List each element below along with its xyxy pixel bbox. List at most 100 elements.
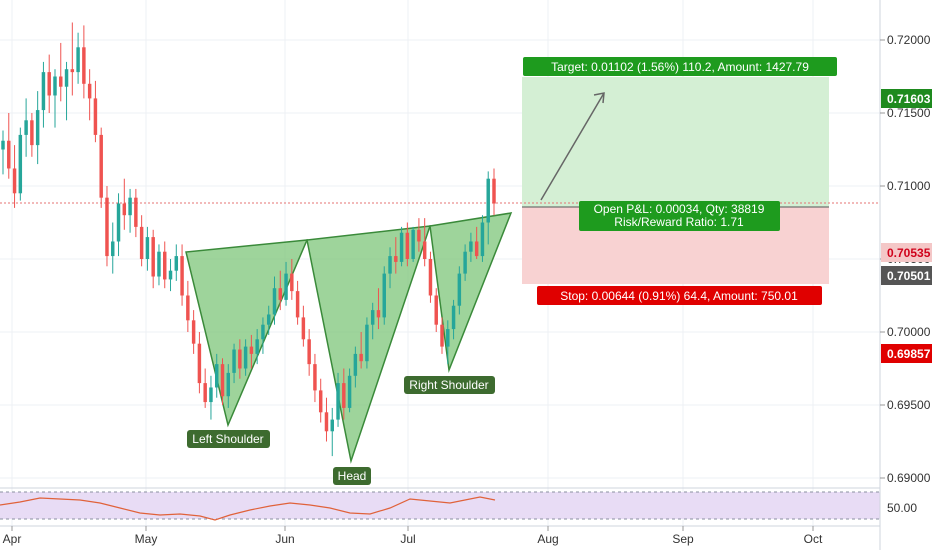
- candle-body: [284, 273, 288, 300]
- candle-body: [336, 383, 340, 420]
- candle: [220, 358, 225, 405]
- candle-body: [134, 197, 138, 227]
- candle-body: [457, 273, 462, 306]
- price-marker-label: 0.70535: [887, 246, 931, 260]
- candle-body: [370, 310, 375, 325]
- candle-body: [18, 134, 23, 194]
- candle: [82, 25, 86, 99]
- candle-body: [145, 237, 150, 259]
- candle-body: [157, 251, 161, 277]
- price-axis[interactable]: 0.720000.715000.710000.705000.700000.695…: [880, 33, 931, 485]
- target-zone[interactable]: [522, 77, 829, 207]
- candle: [411, 226, 415, 262]
- candle-body: [342, 383, 346, 408]
- time-axis[interactable]: Apr May Jun Jul Aug Sep Oct: [3, 526, 823, 546]
- svg-text:Right Shoulder: Right Shoulder: [409, 378, 488, 392]
- left-shoulder-triangle[interactable]: [185, 239, 309, 428]
- svg-text:Open P&L: 0.00034, Qty: 38819: Open P&L: 0.00034, Qty: 38819: [594, 202, 765, 216]
- svg-text:Risk/Reward Ratio: 1.71: Risk/Reward Ratio: 1.71: [614, 215, 744, 229]
- candle: [434, 288, 438, 332]
- candle: [313, 353, 317, 403]
- price-marker: 0.70535: [881, 243, 932, 262]
- candle: [128, 188, 132, 233]
- candle-body: [290, 273, 294, 292]
- candle: [382, 266, 386, 325]
- candle: [440, 317, 444, 354]
- stop-label: Stop: 0.00644 (0.91%) 64.4, Amount: 750.…: [537, 286, 822, 305]
- candle: [342, 368, 346, 420]
- candle: [376, 288, 381, 330]
- price-marker-label: 0.71603: [887, 92, 931, 106]
- time-tick-label: Apr: [3, 532, 22, 546]
- price-tick-label: 0.72000: [887, 33, 931, 47]
- candle-body: [330, 419, 334, 432]
- candle: [255, 329, 259, 365]
- candle: [70, 22, 75, 96]
- candle: [457, 266, 462, 315]
- projection-arrow: [540, 92, 605, 201]
- candle: [59, 42, 63, 102]
- candle-body: [47, 72, 51, 96]
- oscillator-band: [0, 492, 880, 519]
- candle-body: [180, 256, 184, 296]
- price-markers: 0.71603 0.70535 0.70501 0.69857: [881, 89, 932, 363]
- candle-body: [388, 256, 392, 274]
- candle: [249, 334, 254, 369]
- oscillator-axis: 50.00: [887, 501, 917, 515]
- candle-body: [359, 353, 363, 362]
- candle: [295, 280, 300, 325]
- candle-body: [249, 346, 254, 354]
- candle-body: [93, 98, 98, 135]
- candle: [330, 407, 334, 457]
- candle: [157, 244, 161, 286]
- candle-body: [382, 273, 386, 318]
- candle: [186, 280, 190, 332]
- price-marker: 0.69857: [881, 344, 932, 363]
- candle: [405, 222, 410, 267]
- candle-body: [122, 203, 127, 216]
- candle-body: [451, 305, 456, 330]
- candle-body: [347, 375, 352, 408]
- candle: [180, 244, 184, 306]
- svg-text:Left Shoulder: Left Shoulder: [192, 432, 263, 446]
- candle-body: [463, 251, 467, 274]
- head-label: Head: [333, 467, 371, 485]
- candle: [35, 91, 40, 165]
- candle-body: [128, 197, 132, 216]
- price-marker-bg: [881, 266, 932, 285]
- target-label: Target: 0.01102 (1.56%) 110.2, Amount: 1…: [523, 57, 837, 76]
- price-marker: 0.71603: [881, 89, 932, 108]
- candle-body: [197, 343, 202, 384]
- candle-body: [272, 288, 277, 315]
- candle: [76, 32, 80, 84]
- candle: [324, 397, 329, 442]
- candle-body: [70, 69, 75, 73]
- candle-body: [261, 324, 265, 340]
- right-shoulder-triangle[interactable]: [429, 212, 513, 373]
- inverse-head-shoulders-pattern[interactable]: [185, 212, 513, 464]
- candle: [365, 317, 369, 369]
- candle: [64, 61, 69, 121]
- candle-body: [394, 256, 398, 262]
- candle: [359, 332, 363, 369]
- candle: [214, 353, 219, 398]
- candle: [428, 251, 433, 303]
- candle: [7, 113, 11, 179]
- candle-body: [428, 259, 433, 296]
- candles: [1, 22, 496, 457]
- candle-body: [446, 329, 450, 347]
- candle: [336, 372, 340, 427]
- svg-text:Head: Head: [338, 469, 367, 483]
- candle: [480, 215, 485, 262]
- candle: [111, 222, 115, 274]
- candle-body: [313, 364, 317, 391]
- price-marker-label: 0.70501: [887, 269, 931, 283]
- candle: [474, 226, 479, 259]
- candle: [93, 80, 98, 143]
- price-marker-bg: [881, 89, 932, 108]
- price-marker-label: 0.69857: [887, 347, 931, 361]
- candle-body: [64, 69, 69, 87]
- candle: [24, 98, 28, 157]
- candle: [1, 130, 5, 175]
